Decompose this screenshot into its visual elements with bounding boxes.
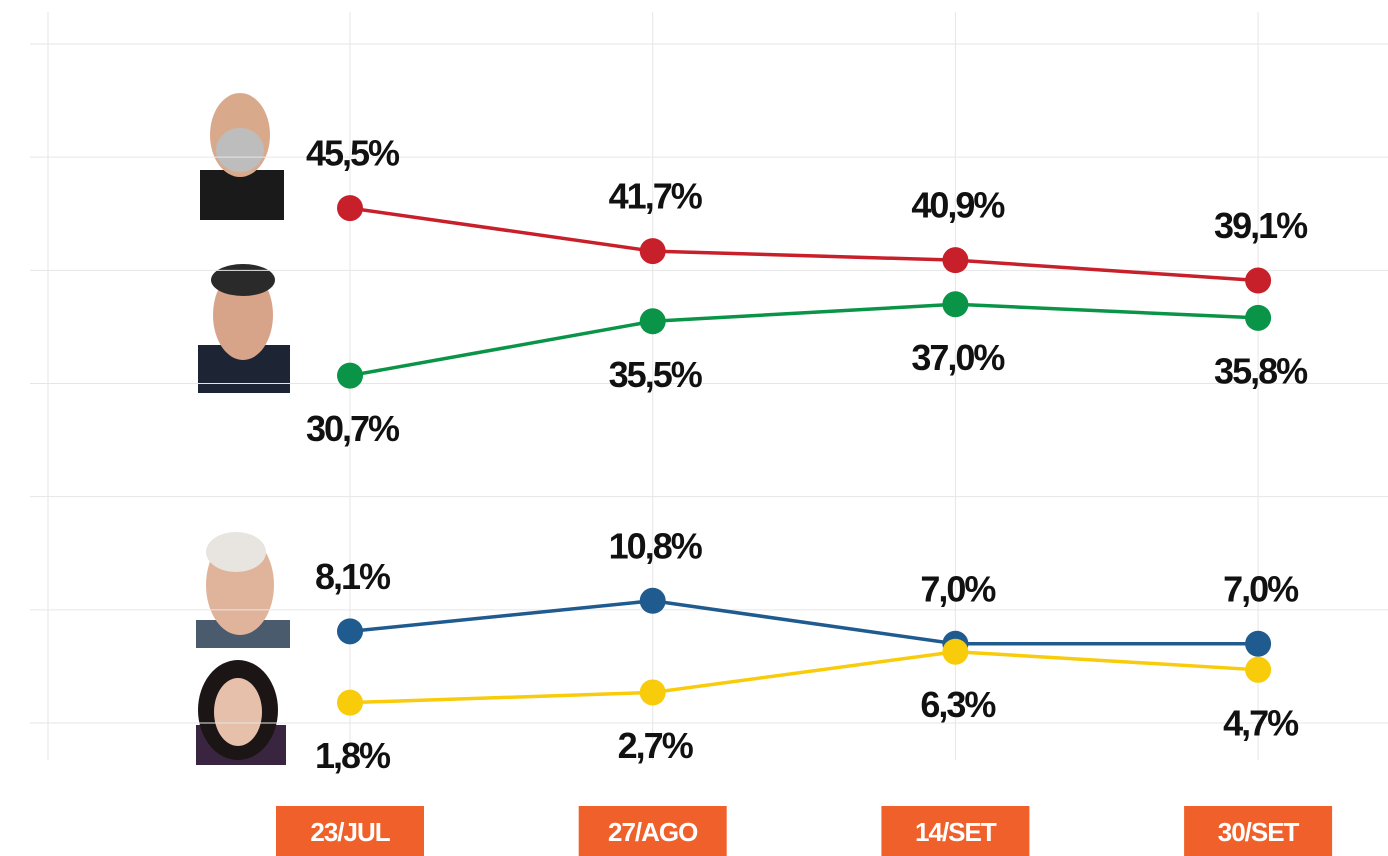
data-label: 2,7%: [618, 725, 694, 766]
data-label: 40,9%: [911, 185, 1005, 226]
data-point: [1245, 630, 1272, 657]
x-tick-label: 23/JUL: [310, 817, 390, 847]
portraits: [196, 93, 290, 765]
x-tick-label: 30/SET: [1218, 817, 1300, 847]
series-line: [349, 302, 1259, 378]
data-point: [1245, 304, 1272, 331]
data-point: [337, 618, 363, 645]
portrait: [200, 93, 284, 220]
x-tick-label: 14/SET: [915, 817, 997, 847]
data-point: [639, 238, 666, 265]
data-point: [942, 247, 969, 274]
data-point: [1245, 656, 1272, 683]
portrait: [198, 264, 290, 393]
series-line: [349, 649, 1259, 705]
data-point: [942, 638, 969, 665]
data-label: 10,8%: [609, 525, 703, 566]
x-tick-label: 27/AGO: [608, 817, 698, 847]
data-label: 39,1%: [1214, 205, 1308, 246]
data-label: 35,5%: [609, 354, 703, 395]
category-box: [276, 806, 424, 856]
category-box: [881, 806, 1030, 856]
data-point: [337, 195, 363, 222]
data-point: [639, 308, 666, 335]
data-label: 41,7%: [609, 176, 703, 217]
series-line: [349, 599, 1259, 646]
data-label: 4,7%: [1223, 702, 1299, 743]
data-label: 35,8%: [1214, 350, 1308, 391]
data-point: [337, 362, 363, 389]
category-box: [578, 806, 727, 856]
portrait: [196, 532, 290, 648]
data-label: 1,8%: [315, 735, 391, 776]
data-label: 7,0%: [920, 568, 996, 609]
data-label: 30,7%: [306, 408, 400, 449]
data-label: 7,0%: [1223, 568, 1299, 609]
category-box: [1184, 806, 1333, 856]
plot: 23/JUL 27/AGO 14/SET 30/SET 45,5% 41,7% 40,9% 3…: [30, 12, 1388, 856]
data-point: [337, 689, 363, 716]
data-point: [1245, 267, 1272, 294]
data-label: 45,5%: [306, 133, 400, 174]
data-point: [942, 291, 969, 318]
portrait: [196, 660, 286, 765]
data-label: 8,1%: [315, 556, 391, 597]
series-line: [349, 206, 1259, 283]
data-point: [639, 679, 666, 706]
data-label: 37,0%: [911, 337, 1005, 378]
data-label: 6,3%: [920, 684, 996, 725]
data-point: [639, 587, 666, 614]
